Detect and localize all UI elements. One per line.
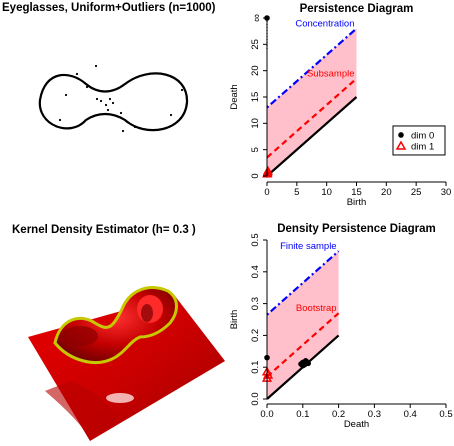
x-tick-label: 0.2: [332, 409, 345, 420]
dim0-point: [300, 362, 306, 369]
y-tick-label: 0.2: [250, 329, 261, 342]
y-tick-label: 0.3: [250, 297, 261, 310]
confidence-band-shade: [267, 28, 357, 177]
x-tick-label: 0.3: [368, 409, 381, 420]
y-infinity-label: ∞: [251, 14, 263, 22]
finite-sample-band-line: [266, 250, 340, 316]
eyeglasses-panel: Eyeglasses, Uniform+Outliers (n=1000): [0, 0, 227, 220]
bootstrap-band-line: [266, 312, 340, 378]
y-axis-label: Birth: [229, 310, 240, 330]
subsample-band-label: Subsample: [307, 69, 355, 80]
x-tick-label: 20: [381, 187, 392, 198]
legend-dim0-marker: [398, 132, 404, 138]
y-tick-label: 0.1: [250, 361, 261, 374]
density-persistence-panel: Density Persistence Diagram Finite sample…: [227, 220, 454, 441]
concentration-band-line: [266, 27, 358, 109]
x-tick-label: 0.5: [439, 409, 452, 420]
kde-panel: Kernel Density Estimator (h= 0.3 ): [0, 220, 227, 441]
y-tick-label: 25: [250, 39, 261, 50]
density-persistence-diagram: Density Persistence Diagram Finite sample…: [229, 223, 453, 430]
y-tick-label: 20: [250, 65, 261, 76]
x-tick-label: 25: [411, 187, 422, 198]
legend-label: dim 1: [411, 141, 434, 152]
x-axis-label: Death: [344, 419, 369, 430]
x-tick-label: 10: [321, 187, 332, 198]
x-tick-label: 0.1: [296, 409, 309, 420]
legend-dim1-marker: [395, 140, 407, 150]
legend-box: [392, 125, 446, 156]
kde-highlight-spot: [106, 393, 134, 403]
legend-label: dim 0: [411, 130, 434, 141]
concentration-band-label: Concentration: [295, 19, 354, 30]
x-tick-label: 15: [351, 187, 362, 198]
x-tick-label: 0.0: [260, 409, 273, 420]
kde-surface-shading: [45, 381, 120, 439]
y-tick-label: 10: [250, 118, 261, 129]
x-tick-label: 5: [294, 187, 299, 198]
eyeglasses-title: Eyeglasses, Uniform+Outliers (n=1000): [2, 2, 216, 14]
dim1-point: [262, 165, 273, 175]
x-tick-label: 0.4: [404, 409, 417, 420]
dim1-point: [262, 369, 274, 379]
kde-peak-right-hole: [141, 304, 153, 322]
kde-peak-left: [62, 326, 98, 346]
kde-title: Kernel Density Estimator (h= 0.3 ): [12, 224, 196, 236]
chart-title: Persistence Diagram: [300, 3, 414, 15]
chart-title: Density Persistence Diagram: [277, 223, 436, 235]
diagonal-line: [266, 96, 358, 177]
dim0-point: [302, 358, 309, 364]
persistence-panel: Persistence Diagram Concentration Subsampl…: [227, 0, 454, 220]
eyeglasses-outliers: [58, 64, 184, 133]
eyeglasses-plot: [38, 64, 189, 133]
persistence-diagram: Persistence Diagram Concentration Subsampl…: [229, 3, 452, 208]
y-tick-label: 0.5: [250, 233, 261, 246]
eyeglasses-curve: [38, 72, 189, 132]
y-tick-label: 0: [250, 173, 261, 178]
kde-surface: [28, 286, 225, 441]
x-axis-label: Birth: [347, 197, 367, 208]
y-tick-label: 0.4: [250, 265, 261, 278]
confidence-band-shade: [267, 251, 339, 399]
bootstrap-band-label: Bootstrap: [296, 303, 337, 314]
x-tick-label: 30: [441, 187, 452, 198]
y-axis-label: Death: [229, 84, 240, 109]
y-tick-label: 15: [250, 92, 261, 103]
finite-sample-band-label: Finite sample: [280, 241, 337, 252]
y-tick-label: 5: [250, 147, 261, 152]
x-tick-label: 0: [264, 187, 269, 198]
y-tick-label: 0.0: [250, 392, 261, 405]
